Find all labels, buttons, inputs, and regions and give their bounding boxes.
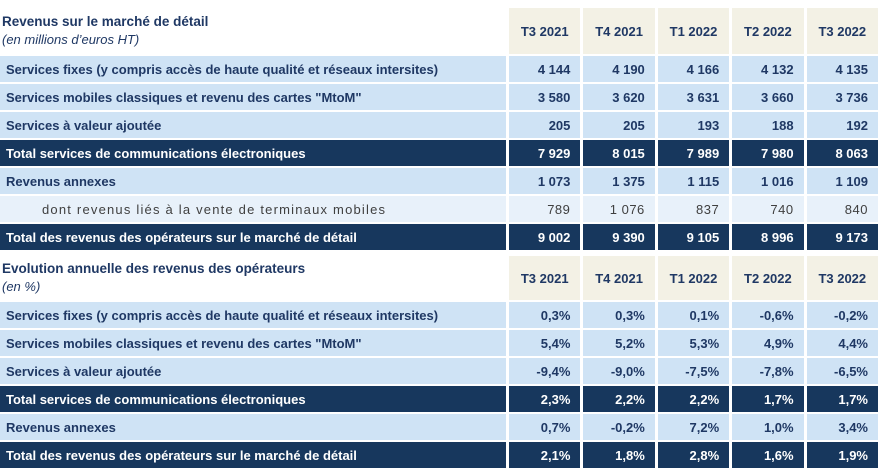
cell-value: 1,7% [806,386,878,412]
cell-value: 1 109 [806,168,878,194]
column-header-t3-2022: T3 2022 [806,8,878,54]
cell-value: -0,2% [806,302,878,328]
row-label-services-mobiles: Services mobiles classiques et revenu de… [0,84,506,110]
cell-value: 4,4% [806,330,878,356]
table-subtitle: (en millions d’euros HT) [2,32,140,48]
column-header-t2-2022: T2 2022 [732,8,804,54]
growth-table: Evolution annuelle des revenus des opéra… [0,256,878,468]
column-header-t1-2022: T1 2022 [657,8,730,54]
cell-value: -0,6% [732,302,804,328]
cell-value: 4 144 [509,56,581,82]
cell-value: 4 190 [583,56,655,82]
cell-value: 840 [806,196,878,222]
cell-value: -9,4% [509,358,581,384]
cell-value: 7,2% [657,414,730,440]
cell-value: 9 002 [509,224,581,250]
cell-value: 1 076 [583,196,655,222]
cell-value: 7 989 [657,140,730,166]
row-label-total-services: Total services de communications électro… [0,386,506,412]
cell-value: 7 929 [509,140,581,166]
column-header-t2-2022: T2 2022 [732,256,804,300]
cell-value: 3 660 [732,84,804,110]
row-label-total-revenus-detail: Total des revenus des opérateurs sur le … [0,224,506,250]
cell-value: 2,2% [583,386,655,412]
cell-value: 1,9% [806,442,878,468]
cell-value: 9 390 [583,224,655,250]
cell-value: 8 015 [583,140,655,166]
cell-value: 205 [509,112,581,138]
cell-value: -7,5% [657,358,730,384]
cell-value: 2,3% [509,386,581,412]
cell-value: 1 016 [732,168,804,194]
cell-value: 0,3% [583,302,655,328]
cell-value: 1,7% [732,386,804,412]
cell-value: 3 736 [806,84,878,110]
cell-value: 4 132 [732,56,804,82]
row-label-revenus-annexes: Revenus annexes [0,168,506,194]
revenue-table: Revenus sur le marché de détail (en mill… [0,8,878,250]
cell-value: 5,3% [657,330,730,356]
cell-value: 3 620 [583,84,655,110]
row-label-services-fixes: Services fixes (y compris accès de haute… [0,302,506,328]
cell-value: 9 105 [657,224,730,250]
cell-value: 9 173 [806,224,878,250]
cell-value: 188 [732,112,804,138]
row-label-total-revenus-detail: Total des revenus des opérateurs sur le … [0,442,506,468]
cell-value: 7 980 [732,140,804,166]
cell-value: 1 115 [657,168,730,194]
cell-value: 3 631 [657,84,730,110]
cell-value: 2,2% [657,386,730,412]
cell-value: 740 [732,196,804,222]
cell-value: 8 996 [732,224,804,250]
cell-value: 4 135 [806,56,878,82]
cell-value: 4,9% [732,330,804,356]
column-header-t3-2021: T3 2021 [509,8,581,54]
row-label-revenus-annexes: Revenus annexes [0,414,506,440]
cell-value: 1,0% [732,414,804,440]
column-header-t3-2022: T3 2022 [806,256,878,300]
cell-value: -9,0% [583,358,655,384]
row-label-services-mobiles: Services mobiles classiques et revenu de… [0,330,506,356]
table-subtitle: (en %) [2,279,41,295]
cell-value: 1,6% [732,442,804,468]
growth-table-title-block: Evolution annuelle des revenus des opéra… [0,256,506,300]
cell-value: 0,1% [657,302,730,328]
row-label-services-valeur-ajoutee: Services à valeur ajoutée [0,358,506,384]
cell-value: 2,1% [509,442,581,468]
column-header-t1-2022: T1 2022 [657,256,730,300]
cell-value: -7,8% [732,358,804,384]
cell-value: 8 063 [806,140,878,166]
cell-value: 5,2% [583,330,655,356]
row-label-total-services: Total services de communications électro… [0,140,506,166]
cell-value: 1 375 [583,168,655,194]
row-label-services-valeur-ajoutee: Services à valeur ajoutée [0,112,506,138]
table-title: Revenus sur le marché de détail [2,14,209,30]
cell-value: 4 166 [657,56,730,82]
cell-value: 193 [657,112,730,138]
row-label-services-fixes: Services fixes (y compris accès de haute… [0,56,506,82]
table-title: Evolution annuelle des revenus des opéra… [2,261,306,277]
cell-value: 1,8% [583,442,655,468]
cell-value: 192 [806,112,878,138]
cell-value: 0,7% [509,414,581,440]
column-header-t3-2021: T3 2021 [509,256,581,300]
cell-value: 837 [657,196,730,222]
cell-value: 789 [509,196,581,222]
cell-value: 205 [583,112,655,138]
row-label-dont-terminaux-mobiles: dont revenus liés à la vente de terminau… [0,196,506,222]
revenue-table-title-block: Revenus sur le marché de détail (en mill… [0,8,506,54]
cell-value: -0,2% [583,414,655,440]
column-header-t4-2021: T4 2021 [583,8,655,54]
column-header-t4-2021: T4 2021 [583,256,655,300]
cell-value: 2,8% [657,442,730,468]
cell-value: -6,5% [806,358,878,384]
cell-value: 3 580 [509,84,581,110]
cell-value: 5,4% [509,330,581,356]
cell-value: 0,3% [509,302,581,328]
cell-value: 1 073 [509,168,581,194]
cell-value: 3,4% [806,414,878,440]
